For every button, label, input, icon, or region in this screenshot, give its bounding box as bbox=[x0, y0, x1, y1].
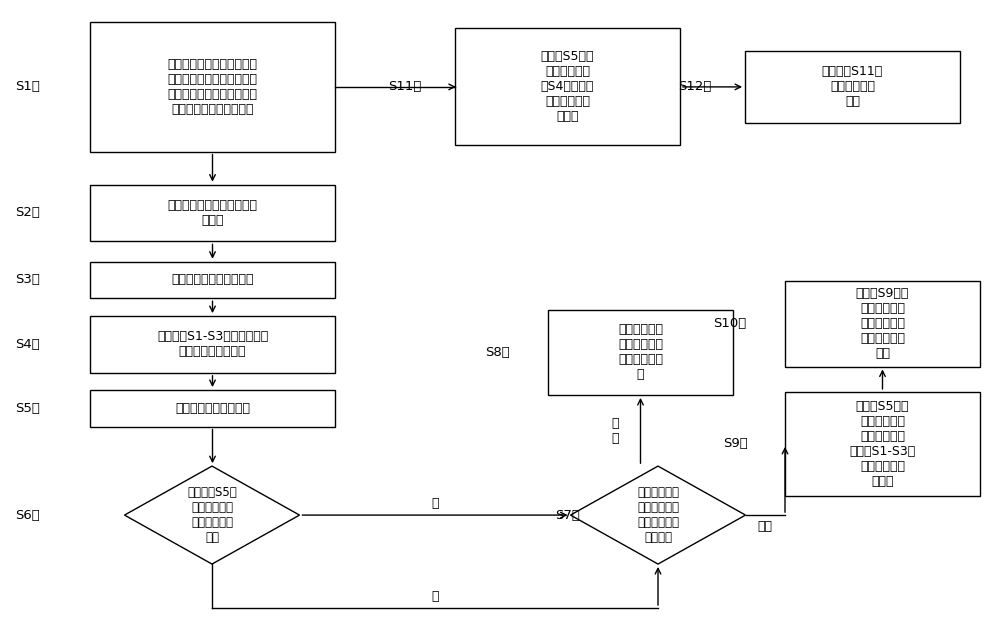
Bar bbox=[455, 28, 680, 145]
Text: S6～: S6～ bbox=[16, 509, 40, 521]
Text: S5～: S5～ bbox=[16, 402, 40, 415]
Text: 提问: 提问 bbox=[758, 520, 773, 533]
Text: S4～: S4～ bbox=[16, 338, 40, 351]
Text: S7～: S7～ bbox=[556, 509, 580, 521]
Text: 利用深度学习
模型求解出对
应答案，并输
出: 利用深度学习 模型求解出对 应答案，并输 出 bbox=[618, 324, 663, 381]
Bar bbox=[90, 316, 335, 373]
Bar bbox=[785, 281, 980, 367]
Bar bbox=[90, 390, 335, 427]
Bar bbox=[548, 310, 733, 395]
Text: 回
答: 回 答 bbox=[612, 416, 619, 444]
Text: 初始化模型参数，构建并训
练模型: 初始化模型参数，构建并训 练模型 bbox=[168, 199, 258, 227]
Text: 根据步骤S11的
判定结果输出
反馈: 根据步骤S11的 判定结果输出 反馈 bbox=[822, 65, 883, 109]
Text: 文本预处理：获取目标文本
的图像，将文本数据切分成
单词或者子词，通过编码将
文本数据转换为数字向量: 文本预处理：获取目标文本 的图像，将文本数据切分成 单词或者子词，通过编码将 文… bbox=[168, 58, 258, 116]
Polygon shape bbox=[570, 466, 746, 564]
Text: S8～: S8～ bbox=[486, 346, 510, 358]
Text: S2～: S2～ bbox=[16, 207, 40, 219]
Text: 是: 是 bbox=[431, 590, 439, 603]
Text: 判断步骤S5接
收到的语音是
否为语音指令
输入: 判断步骤S5接 收到的语音是 否为语音指令 输入 bbox=[187, 486, 237, 544]
Text: 否: 否 bbox=[431, 497, 439, 510]
Bar bbox=[90, 22, 335, 152]
Text: S1～: S1～ bbox=[16, 80, 40, 93]
Polygon shape bbox=[124, 466, 300, 564]
Text: 接收语音输入，并录制: 接收语音输入，并录制 bbox=[175, 402, 250, 415]
Text: S3～: S3～ bbox=[16, 274, 40, 286]
Text: S9～: S9～ bbox=[723, 437, 747, 450]
Bar bbox=[785, 392, 980, 496]
Text: 对输入的语音
指令进行语音
识别，确定指
令的类型: 对输入的语音 指令进行语音 识别，确定指 令的类型 bbox=[637, 486, 679, 544]
Bar bbox=[90, 262, 335, 298]
Text: S11～: S11～ bbox=[388, 80, 422, 93]
Text: S10～: S10～ bbox=[713, 317, 747, 330]
Text: 计算词频以及余弦相似度: 计算词频以及余弦相似度 bbox=[171, 274, 254, 286]
Text: 将步骤S5输入
的语音指令转
化为文本，根
据步骤S1-S3识
别到的文本生
成答案: 将步骤S5输入 的语音指令转 化为文本，根 据步骤S1-S3识 别到的文本生 成… bbox=[849, 400, 916, 488]
Text: 将经步骤S1-S3识别到的文本
合成为语音，并输出: 将经步骤S1-S3识别到的文本 合成为语音，并输出 bbox=[157, 331, 268, 358]
Bar bbox=[90, 185, 335, 241]
Bar bbox=[745, 51, 960, 123]
Text: 对步骤S9生成
的答案进行质
量评估，选择
最佳答案，并
输出: 对步骤S9生成 的答案进行质 量评估，选择 最佳答案，并 输出 bbox=[856, 288, 909, 360]
Text: 将步骤S5所录
制的语音与步
骤S4输出的语
音对比，判断
相似度: 将步骤S5所录 制的语音与步 骤S4输出的语 音对比，判断 相似度 bbox=[541, 51, 594, 123]
Text: S12～: S12～ bbox=[678, 80, 712, 93]
